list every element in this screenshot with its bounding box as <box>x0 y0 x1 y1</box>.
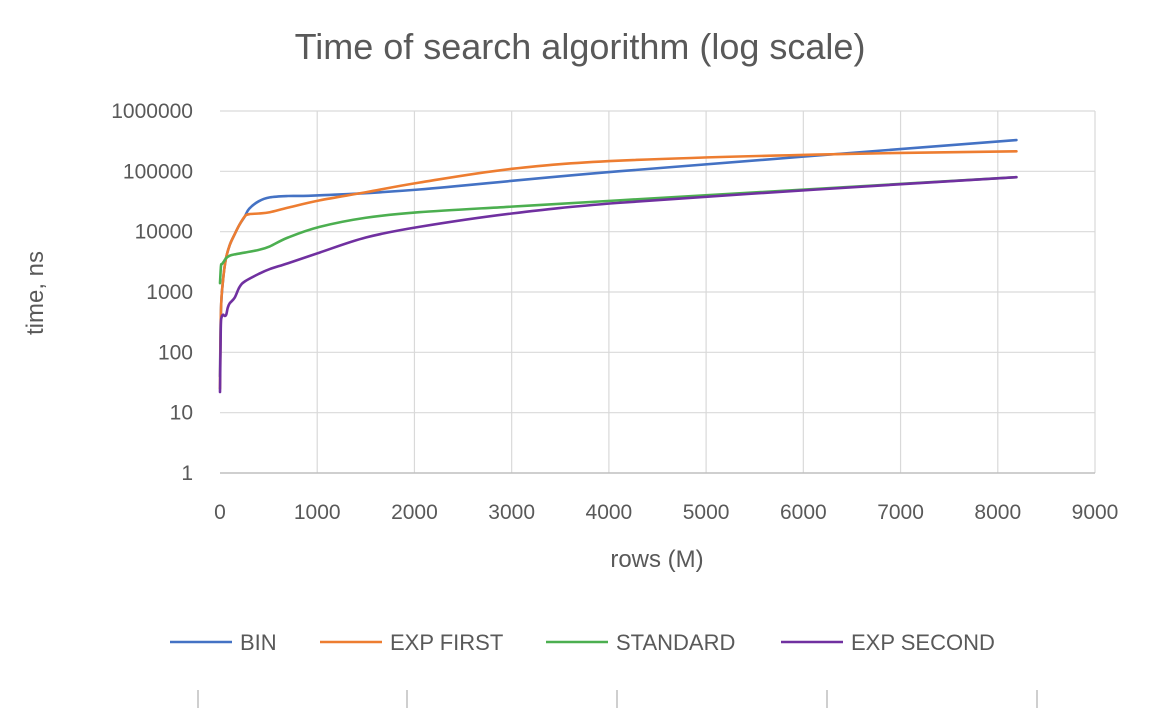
y-tick-label: 1 <box>181 462 193 485</box>
legend-label: BIN <box>240 630 277 655</box>
x-tick-label: 0 <box>214 501 226 524</box>
y-tick-label: 10000 <box>135 221 193 244</box>
x-tick-label: 8000 <box>974 501 1021 524</box>
x-tick-label: 9000 <box>1072 501 1119 524</box>
x-tick-label: 6000 <box>780 501 827 524</box>
y-axis-ticks: 1 10 100 1000 10000 100000 1000000 <box>111 100 193 485</box>
y-tick-label: 1000 <box>146 281 193 304</box>
x-axis-ticks: 0 1000 2000 3000 4000 5000 6000 7000 8000 9000 <box>214 501 1118 524</box>
y-tick-label: 1000000 <box>111 100 193 123</box>
x-tick-label: 3000 <box>488 501 535 524</box>
x-tick-label: 4000 <box>586 501 633 524</box>
x-axis-title: rows (M) <box>610 546 703 573</box>
legend-label: STANDARD <box>616 630 735 655</box>
chart-title: Time of search algorithm (log scale) <box>295 26 866 67</box>
series-line-standard <box>218 175 1018 285</box>
gridlines <box>220 110 1096 473</box>
bottom-tick-marks <box>197 690 1038 708</box>
x-tick-label: 5000 <box>683 501 730 524</box>
x-tick-label: 2000 <box>391 501 438 524</box>
series-lines <box>218 138 1018 394</box>
series-line-exp-second <box>218 175 1018 394</box>
y-tick-label: 100 <box>158 341 193 364</box>
legend-label: EXP SECOND <box>851 630 995 655</box>
y-axis-title: time, ns <box>22 251 49 335</box>
x-tick-label: 7000 <box>877 501 924 524</box>
y-tick-label: 100000 <box>123 160 193 183</box>
series-line-bin <box>218 138 1018 378</box>
series-line-exp-first <box>218 149 1018 390</box>
x-tick-label: 1000 <box>294 501 341 524</box>
y-tick-label: 10 <box>170 402 193 425</box>
legend: BIN EXP FIRST STANDARD EXP SECOND <box>170 630 995 655</box>
legend-label: EXP FIRST <box>390 630 503 655</box>
